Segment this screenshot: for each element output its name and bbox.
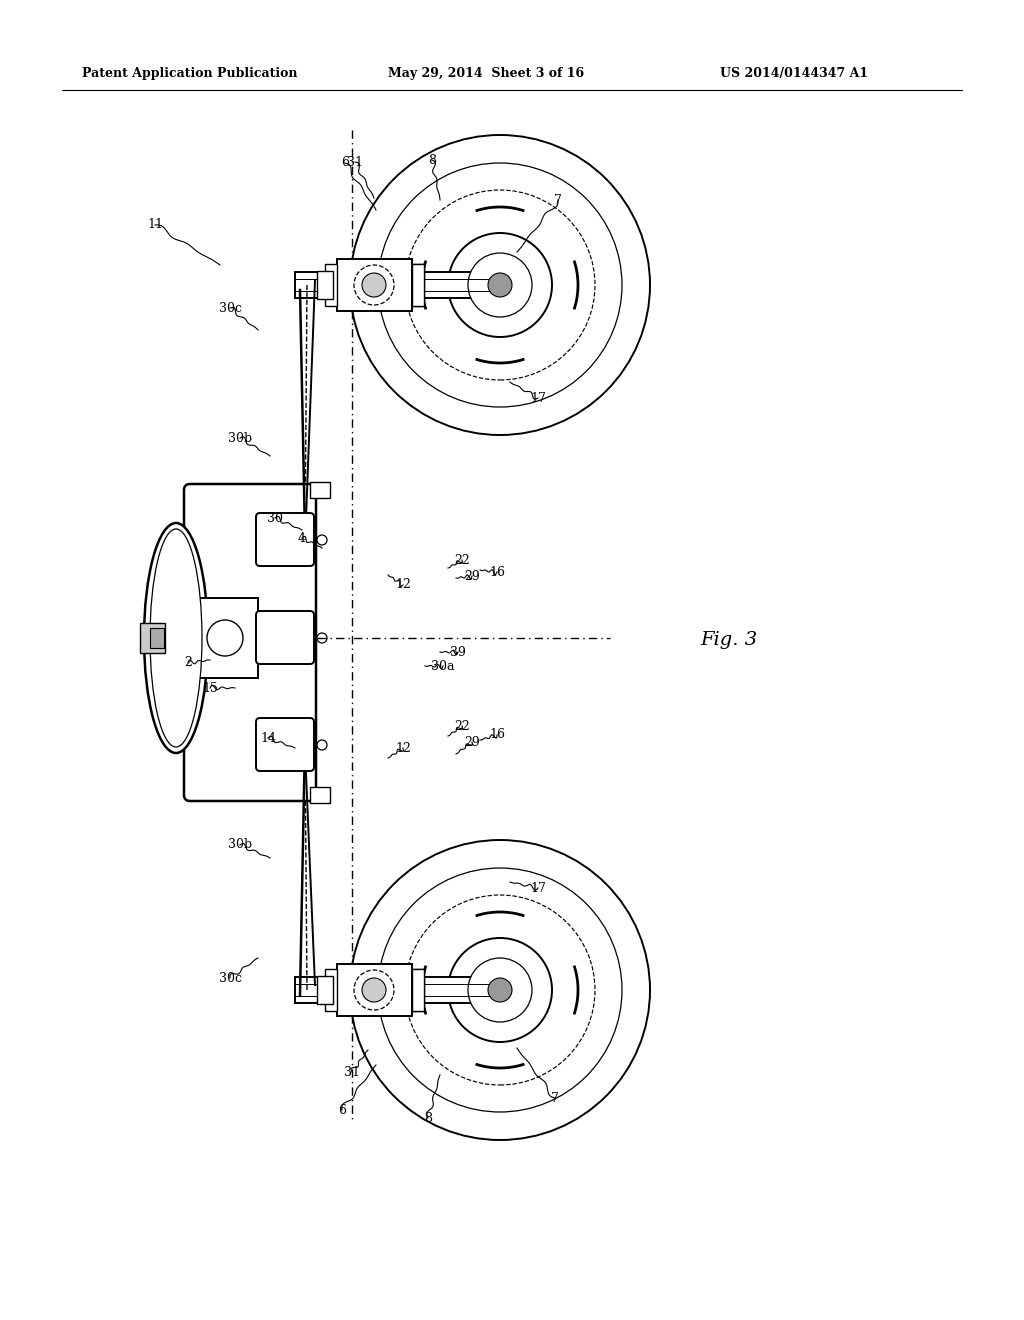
Bar <box>310 482 330 498</box>
Bar <box>412 264 424 306</box>
Text: 6: 6 <box>338 1104 346 1117</box>
Bar <box>337 259 412 312</box>
Text: 31: 31 <box>344 1065 360 1078</box>
Bar <box>412 969 424 1011</box>
Circle shape <box>468 253 532 317</box>
Text: 22: 22 <box>454 719 470 733</box>
FancyBboxPatch shape <box>256 718 314 771</box>
Circle shape <box>362 978 386 1002</box>
Bar <box>317 271 333 300</box>
Circle shape <box>362 273 386 297</box>
Bar <box>325 264 337 306</box>
Ellipse shape <box>150 529 202 747</box>
Bar <box>337 964 412 1016</box>
FancyBboxPatch shape <box>256 513 314 566</box>
Text: 30: 30 <box>267 511 283 524</box>
Circle shape <box>468 958 532 1022</box>
Bar <box>193 598 258 678</box>
Circle shape <box>488 273 512 297</box>
FancyBboxPatch shape <box>184 484 316 801</box>
Bar <box>295 272 500 298</box>
Text: 30c: 30c <box>218 301 242 314</box>
Bar <box>412 264 424 306</box>
Text: 17: 17 <box>530 392 546 404</box>
Text: 29: 29 <box>464 735 480 748</box>
Text: 8: 8 <box>428 153 436 166</box>
Bar <box>140 623 165 653</box>
Circle shape <box>449 234 552 337</box>
Text: US 2014/0144347 A1: US 2014/0144347 A1 <box>720 66 868 79</box>
Bar <box>412 969 424 1011</box>
Text: 6: 6 <box>341 157 349 169</box>
Bar <box>325 969 337 1011</box>
Text: 8: 8 <box>424 1111 432 1125</box>
Bar <box>295 977 500 1003</box>
Text: 30b: 30b <box>228 432 252 445</box>
Text: 22: 22 <box>454 553 470 566</box>
Circle shape <box>354 970 394 1010</box>
Text: 39: 39 <box>451 645 466 659</box>
FancyBboxPatch shape <box>256 611 314 664</box>
Bar <box>310 787 330 803</box>
Circle shape <box>449 939 552 1041</box>
Bar <box>317 975 333 1005</box>
Text: 16: 16 <box>489 729 505 742</box>
Text: 12: 12 <box>395 742 411 755</box>
Text: 11: 11 <box>147 219 163 231</box>
Text: 2: 2 <box>184 656 191 669</box>
Text: 29: 29 <box>464 569 480 582</box>
Circle shape <box>354 265 394 305</box>
Text: Patent Application Publication: Patent Application Publication <box>82 66 298 79</box>
Text: 17: 17 <box>530 882 546 895</box>
Text: 4: 4 <box>298 532 306 544</box>
Text: 7: 7 <box>551 1092 559 1105</box>
Text: 31: 31 <box>347 156 362 169</box>
Bar <box>150 628 164 648</box>
Text: 30c: 30c <box>218 972 242 985</box>
Text: 30a: 30a <box>431 660 455 672</box>
Circle shape <box>488 978 512 1002</box>
Ellipse shape <box>144 523 208 752</box>
Text: Fig. 3: Fig. 3 <box>700 631 757 649</box>
Text: 12: 12 <box>395 578 411 591</box>
Text: 7: 7 <box>554 194 562 206</box>
Text: 30b: 30b <box>228 838 252 851</box>
Circle shape <box>207 620 243 656</box>
Text: 16: 16 <box>489 565 505 578</box>
Text: May 29, 2014  Sheet 3 of 16: May 29, 2014 Sheet 3 of 16 <box>388 66 584 79</box>
Text: 14: 14 <box>260 731 276 744</box>
Text: 15: 15 <box>202 681 218 694</box>
